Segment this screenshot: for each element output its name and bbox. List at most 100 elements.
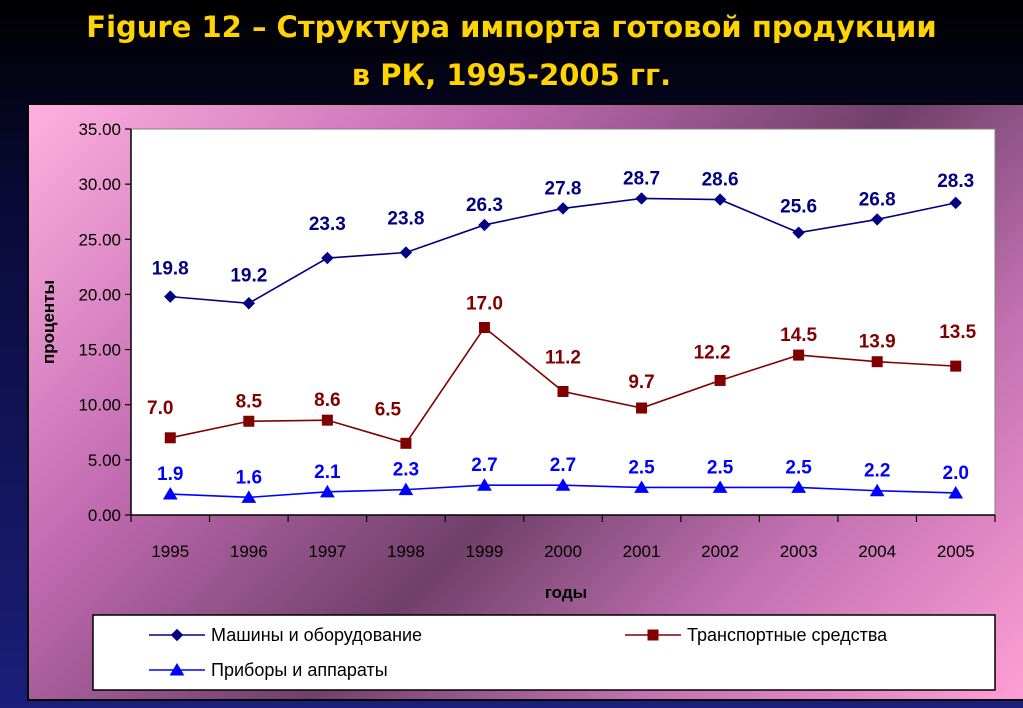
x-tick-label: 1997 <box>308 542 346 561</box>
x-tick-label: 2004 <box>858 542 896 561</box>
data-point <box>555 478 571 491</box>
plot-area <box>130 128 996 516</box>
legend: Машины и оборудование Транспортные средст… <box>92 614 996 691</box>
data-point <box>557 385 569 397</box>
data-point <box>634 480 649 493</box>
data-point <box>869 483 885 497</box>
data-label: 28.7 <box>623 168 660 189</box>
data-label: 17.0 <box>466 294 503 315</box>
data-point <box>949 196 962 210</box>
data-label: 2.0 <box>943 463 969 484</box>
y-tick-label: 30.00 <box>78 175 121 194</box>
y-axis-label: проценты <box>39 280 58 364</box>
data-point <box>556 202 570 215</box>
y-tick-label: 5.00 <box>88 451 121 470</box>
data-label: 8.5 <box>236 391 263 412</box>
data-label: 14.5 <box>780 325 817 346</box>
data-point <box>162 487 178 500</box>
data-point <box>321 251 334 265</box>
data-point <box>792 226 805 239</box>
y-tick-label: 15.00 <box>78 341 121 360</box>
data-point <box>242 297 256 310</box>
data-point <box>948 485 964 499</box>
data-label: 2.5 <box>707 457 734 478</box>
legend-marker <box>170 628 184 642</box>
data-point <box>635 192 648 205</box>
chart-title-line1: Figure 12 – Структура импорта готовой пр… <box>86 10 937 44</box>
y-tick-label: 20.00 <box>78 285 121 304</box>
data-label: 1.9 <box>157 464 183 485</box>
x-tick-label: 1998 <box>387 542 425 561</box>
legend-label: Приборы и аппараты <box>211 660 388 680</box>
data-labels: 19.8 19.2 23.3 23.8 26.3 27.8 28.7 28.6 25.6 26.8… <box>147 168 977 488</box>
data-point <box>477 478 492 491</box>
legend-box <box>92 614 996 691</box>
data-point <box>793 349 805 361</box>
x-tick-label: 2000 <box>544 542 582 561</box>
data-point <box>950 360 962 372</box>
data-point <box>164 432 176 444</box>
data-label: 2.5 <box>785 457 812 478</box>
data-label: 26.3 <box>466 195 503 216</box>
chart-title-line2: в РК, 1995-2005 гг. <box>351 58 672 92</box>
data-point <box>164 290 177 303</box>
legend-label: Машины и оборудование <box>211 625 422 645</box>
data-point <box>712 480 728 493</box>
data-label: 23.8 <box>387 209 424 230</box>
data-label: 2.5 <box>628 457 655 478</box>
chart-area: 0.00 5.00 10.00 15.00 20.00 25.00 30.00 35.00 19… <box>27 103 1023 701</box>
data-label: 19.2 <box>230 265 267 286</box>
data-label: 2.7 <box>550 455 576 476</box>
data-label: 13.9 <box>859 332 896 353</box>
data-label: 7.0 <box>147 398 173 419</box>
data-point <box>636 402 648 414</box>
y-tick-label: 25.00 <box>78 230 121 249</box>
data-label: 2.2 <box>864 461 890 482</box>
data-point <box>319 484 335 498</box>
y-tick-label: 0.00 <box>88 506 121 525</box>
data-point <box>399 246 413 259</box>
data-label: 19.8 <box>152 259 189 280</box>
data-label: 23.3 <box>309 214 346 235</box>
legend-marker <box>169 663 185 676</box>
data-point <box>398 482 414 496</box>
data-point <box>478 322 490 334</box>
data-point <box>400 437 412 449</box>
series-layer <box>162 192 964 503</box>
data-label: 27.8 <box>545 178 582 199</box>
x-tick-label: 1995 <box>151 542 189 561</box>
data-label: 6.5 <box>375 399 402 420</box>
legend-label: Транспортные средства <box>687 625 888 645</box>
legend-marker <box>647 629 659 641</box>
data-point <box>791 480 807 493</box>
x-tick-label: 2002 <box>701 542 739 561</box>
data-point <box>713 193 727 206</box>
data-point <box>870 213 884 226</box>
x-tick-label: 2001 <box>623 542 661 561</box>
data-label: 25.6 <box>780 197 817 218</box>
data-label: 28.6 <box>702 170 739 191</box>
data-point <box>714 374 726 386</box>
data-label: 26.8 <box>859 189 896 210</box>
data-point <box>243 415 255 427</box>
data-label: 2.1 <box>314 462 341 483</box>
x-tick-label: 1996 <box>230 542 268 561</box>
x-tick-label: 1999 <box>466 542 504 561</box>
data-label: 8.6 <box>314 390 340 411</box>
x-tick-label: 2005 <box>937 542 975 561</box>
data-label: 2.7 <box>471 455 497 476</box>
data-label: 13.5 <box>939 322 976 343</box>
data-label: 1.6 <box>236 467 262 488</box>
data-point <box>321 414 333 426</box>
x-axis-label: годы <box>545 583 587 602</box>
line-chart: 0.00 5.00 10.00 15.00 20.00 25.00 30.00 35.00 19… <box>39 120 996 691</box>
data-point <box>241 490 257 503</box>
x-tick-label: 2003 <box>780 542 818 561</box>
data-label: 12.2 <box>694 342 731 363</box>
y-tick-label: 35.00 <box>78 120 121 139</box>
data-label: 28.3 <box>937 171 974 192</box>
data-point <box>871 356 883 368</box>
data-point <box>478 218 491 232</box>
y-tick-label: 10.00 <box>78 396 121 415</box>
data-label: 2.3 <box>393 460 419 481</box>
